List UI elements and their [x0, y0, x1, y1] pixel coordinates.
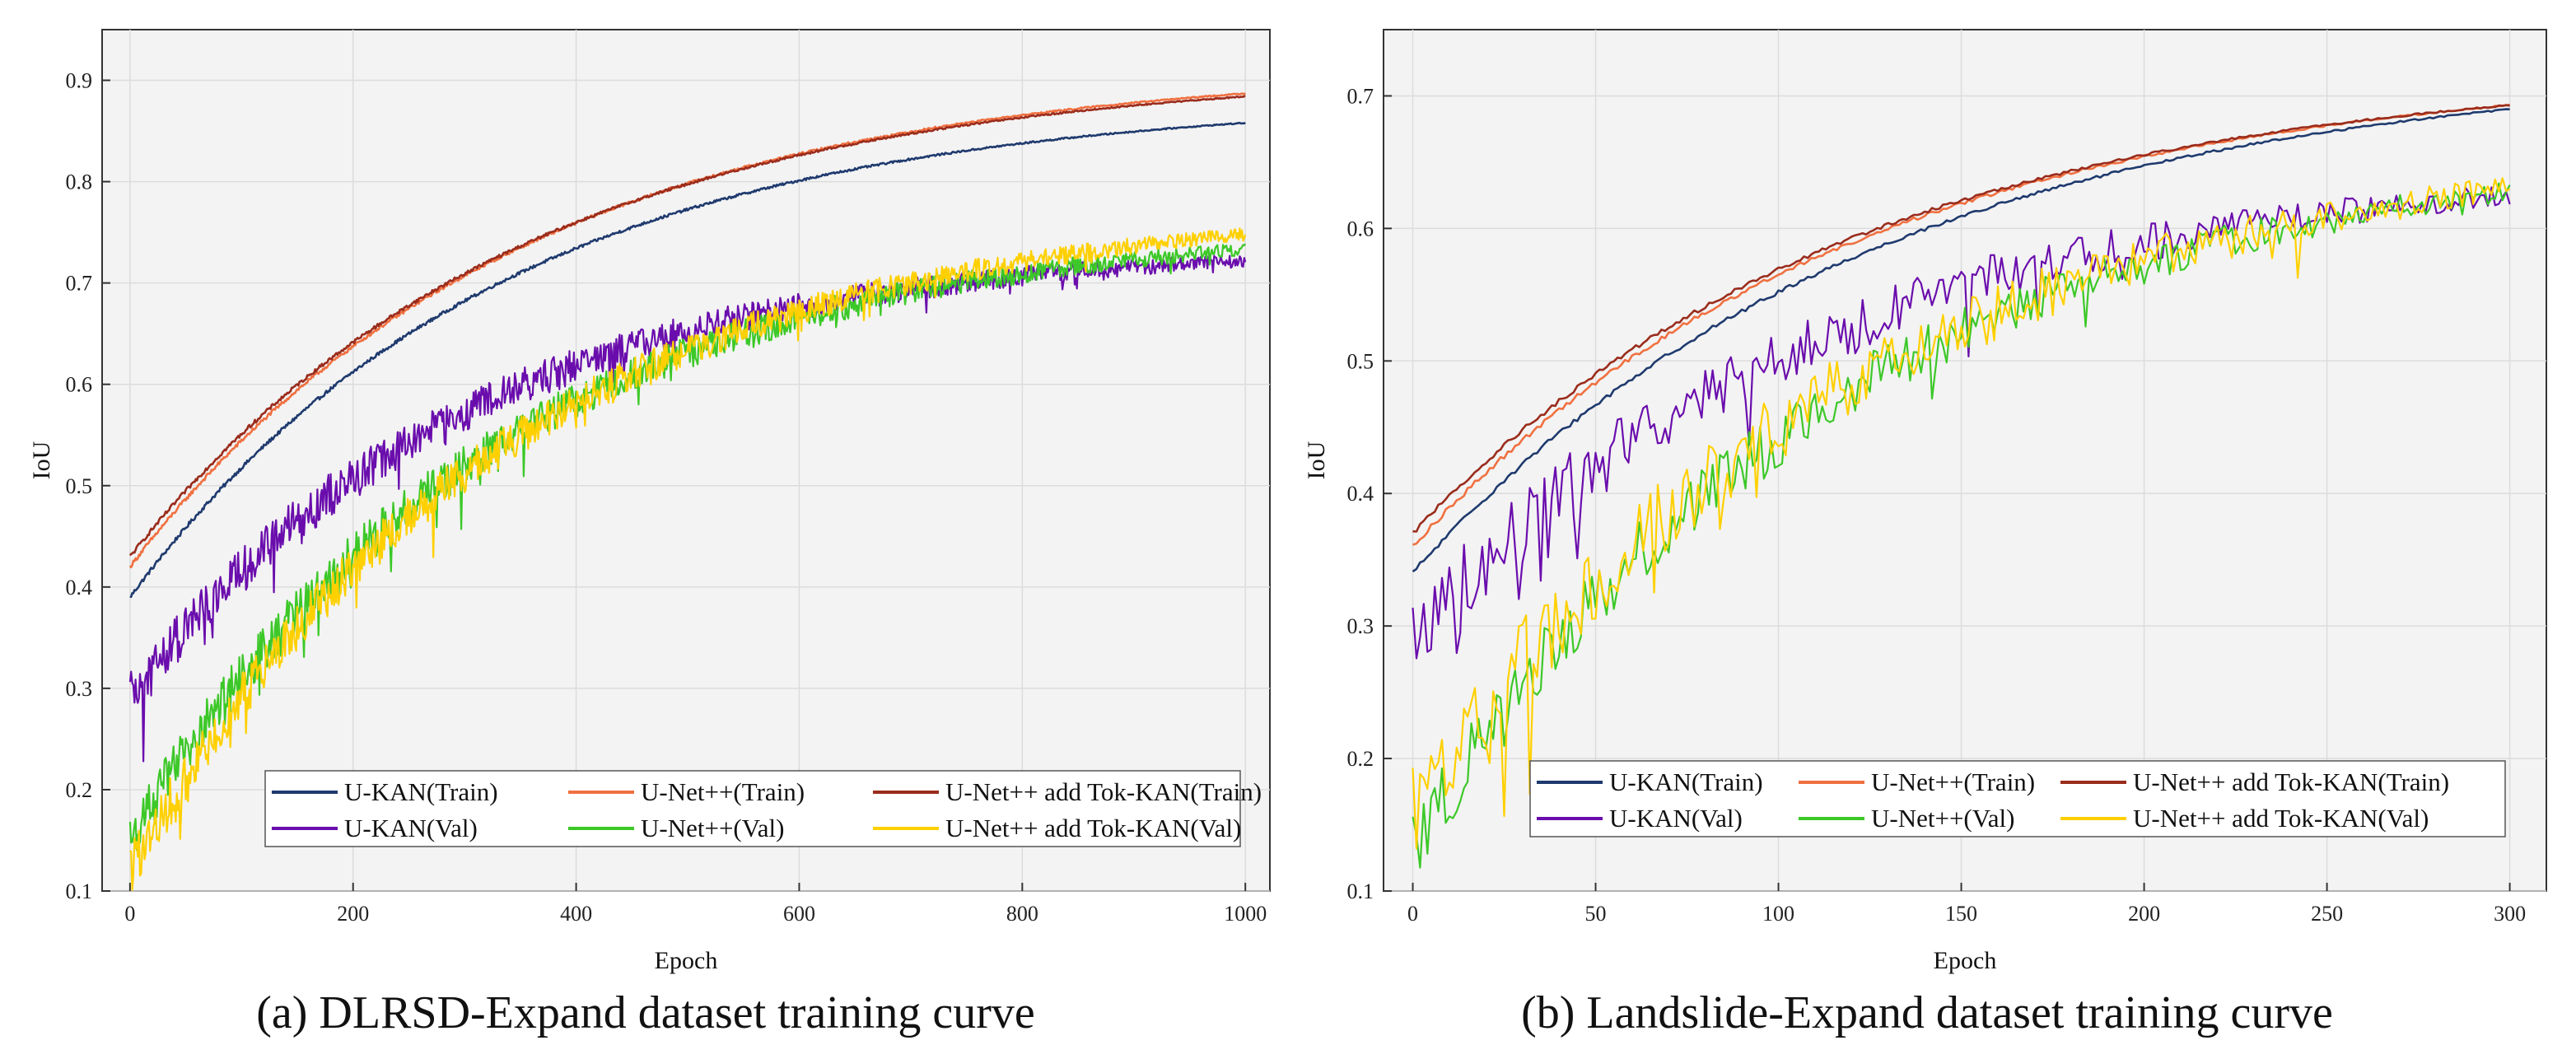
series-line-a-2 [128, 92, 1246, 569]
x-axis-label-b: Epoch [1934, 947, 1997, 974]
x-tick-label-b: 0 [1407, 902, 1418, 926]
x-tick-label-b: 300 [2494, 902, 2526, 926]
caption-b: (b) Landslide-Expand dataset training cu… [1521, 987, 2333, 1038]
x-tick-label-a: 200 [337, 902, 369, 926]
y-tick-label-a: 0.5 [66, 474, 93, 498]
legend-label-b-4: U-KAN(Val) [1609, 804, 1743, 833]
y-axis-label-b: IoU [1303, 441, 1330, 479]
y-tick-label-b: 0.3 [1347, 614, 1374, 638]
legend-box-b [1529, 760, 2506, 837]
x-tick-label-a: 1000 [1224, 902, 1267, 926]
x-tick-label-a: 0 [124, 902, 135, 926]
y-tick-label-b: 0.7 [1347, 84, 1374, 108]
y-tick-label-a: 0.8 [66, 170, 93, 194]
legend-label-a-2: U-Net++(Train) [641, 777, 805, 806]
series-line-a-3 [128, 95, 1246, 557]
legend-label-b-5: U-Net++(Val) [1871, 804, 2014, 833]
x-axis-label-a: Epoch [655, 947, 718, 974]
y-tick-label-b: 0.5 [1347, 349, 1374, 373]
grid-b [1384, 30, 2546, 892]
plot-area-a [101, 29, 1271, 892]
y-axis-label-a: IoU [28, 441, 55, 479]
x-tick-label-b: 200 [2128, 902, 2160, 926]
legend-label-a-5: U-Net++(Val) [641, 814, 784, 842]
x-tick-label-b: 250 [2311, 902, 2343, 926]
y-tick-label-b: 0.4 [1347, 482, 1374, 506]
legend-box-a [264, 770, 1241, 847]
legend-label-b-1: U-KAN(Train) [1609, 767, 1763, 796]
y-tick-label-b: 0.1 [1347, 879, 1374, 903]
series-line-a-6 [128, 227, 1247, 891]
series-line-b-1 [1412, 108, 2510, 573]
chart-b: 0 50 100 150 200 250 300 0.1 0.2 0.3 0.4 0.5 0.6 0.7… [1303, 29, 2547, 1038]
x-ticks-a: 0 200 400 600 800 1000 [124, 883, 1267, 926]
x-tick-label-a: 400 [560, 902, 592, 926]
y-ticks-b: 0.1 0.2 0.3 0.4 0.5 0.6 0.7 [1347, 84, 1392, 903]
y-tick-label-a: 0.9 [66, 69, 93, 93]
series-line-b-6 [1412, 177, 2511, 850]
series-lines-b [1412, 104, 2511, 869]
y-tick-label-a: 0.2 [66, 778, 93, 802]
y-tick-label-a: 0.1 [66, 879, 93, 903]
y-tick-label-b: 0.6 [1347, 217, 1374, 240]
legend-label-b-2: U-Net++(Train) [1871, 767, 2035, 796]
y-tick-label-a: 0.6 [66, 373, 93, 397]
x-ticks-b: 0 50 100 150 200 250 300 [1407, 883, 2526, 926]
series-line-b-4 [1412, 186, 2511, 660]
x-tick-label-a: 800 [1006, 902, 1038, 926]
y-ticks-a: 0.1 0.2 0.3 0.4 0.5 0.6 0.7 0.8 0.9 [66, 69, 110, 903]
y-tick-label-a: 0.7 [66, 272, 93, 296]
legend-a: U-KAN(Train) U-Net++(Train) U-Net++ add To… [264, 770, 1262, 847]
series-line-b-3 [1412, 104, 2510, 533]
legend-label-a-1: U-KAN(Train) [344, 777, 498, 806]
legend-label-a-4: U-KAN(Val) [344, 814, 478, 842]
caption-a: (a) DLRSD-Expand dataset training curve [256, 987, 1034, 1038]
x-tick-label-b: 150 [1945, 902, 1977, 926]
series-line-a-1 [129, 121, 1246, 599]
legend-label-b-6: U-Net++ add Tok-KAN(Val) [2133, 804, 2429, 833]
legend-b: U-KAN(Train) U-Net++(Train) U-Net++ add To… [1529, 760, 2506, 837]
plot-area-b [1383, 29, 2547, 892]
series-lines-a [128, 92, 1247, 891]
x-tick-label-b: 100 [1762, 902, 1794, 926]
y-tick-label-a: 0.3 [66, 677, 93, 701]
legend-label-b-3: U-Net++ add Tok-KAN(Train) [2133, 767, 2449, 796]
legend-label-a-3: U-Net++ add Tok-KAN(Train) [945, 777, 1262, 806]
y-tick-label-a: 0.4 [66, 576, 93, 599]
x-tick-label-b: 50 [1585, 902, 1607, 926]
chart-a: 0 200 400 600 800 1000 0.10.20.30.40.50.60.70… [28, 29, 1271, 1038]
x-tick-label-a: 600 [783, 902, 815, 926]
y-tick-label-b: 0.2 [1347, 747, 1374, 771]
legend-label-a-6: U-Net++ add Tok-KAN(Val) [945, 814, 1241, 842]
